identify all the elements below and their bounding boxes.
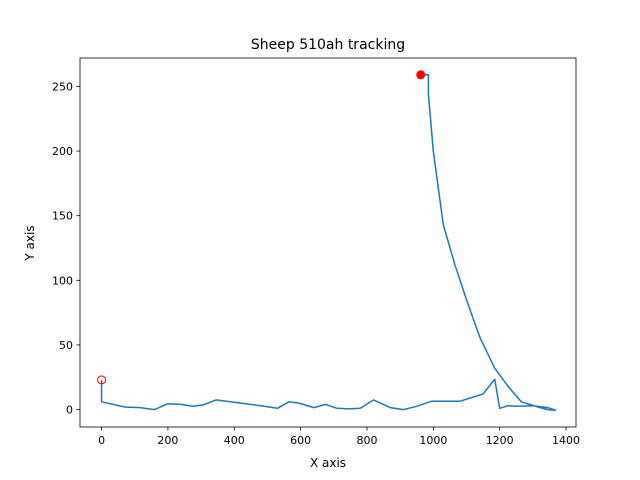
x-tick-label: 1000 xyxy=(419,434,447,447)
plot-area xyxy=(79,57,577,428)
x-tick-label: 200 xyxy=(157,434,178,447)
y-tick-label: 250 xyxy=(52,80,73,93)
x-tick-label: 600 xyxy=(290,434,311,447)
x-tick-label: 0 xyxy=(98,434,105,447)
x-axis-label: X axis xyxy=(310,456,346,470)
x-tick-label: 800 xyxy=(356,434,377,447)
axes-frame xyxy=(79,57,577,428)
chart-title: Sheep 510ah tracking xyxy=(251,37,405,53)
track-line xyxy=(100,74,557,411)
x-tick-label: 1200 xyxy=(486,434,514,447)
y-tick-label: 50 xyxy=(59,339,73,352)
y-tick-label: 0 xyxy=(66,404,73,417)
y-axis-label: Y axis xyxy=(23,225,37,261)
x-axis-ticks: 0 200 400 600 800 1000 1200 1400 xyxy=(98,427,580,447)
x-tick-label: 1400 xyxy=(552,434,580,447)
x-tick-label: 400 xyxy=(224,434,245,447)
y-tick-label: 200 xyxy=(52,145,73,158)
start-marker xyxy=(97,375,107,385)
y-axis-ticks: 0 50 100 150 200 250 xyxy=(52,80,80,417)
y-tick-label: 150 xyxy=(52,210,73,223)
y-tick-label: 100 xyxy=(52,274,73,287)
end-marker xyxy=(416,70,426,80)
